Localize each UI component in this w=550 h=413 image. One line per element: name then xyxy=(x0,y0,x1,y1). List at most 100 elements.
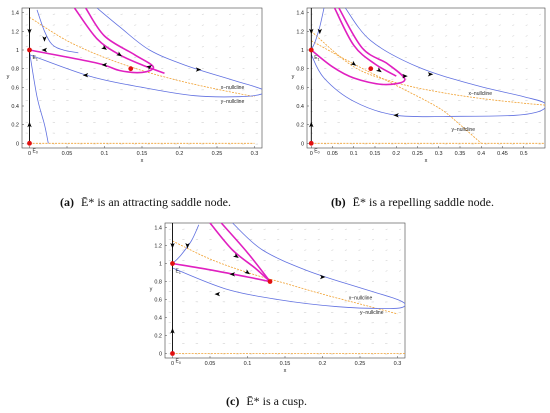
field-arrow xyxy=(525,35,528,37)
field-arrow xyxy=(290,228,293,230)
x-tick-label: 0.1 xyxy=(101,151,109,157)
field-arrow xyxy=(471,57,474,59)
field-arrow xyxy=(304,260,307,261)
x-nullcline-curve xyxy=(172,240,398,315)
x-tick-label: 0.3 xyxy=(251,151,259,157)
equilibrium-E0-marker xyxy=(170,351,175,356)
x-tick-label: 0.25 xyxy=(355,361,366,367)
field-arrow xyxy=(256,57,259,59)
field-arrow xyxy=(445,67,448,69)
field-arrow xyxy=(399,228,402,230)
field-arrow xyxy=(256,35,259,37)
x-tick-label: 0.15 xyxy=(280,361,291,367)
y-axis-label: y xyxy=(150,287,153,293)
orbit-curve xyxy=(310,8,325,51)
field-arrow xyxy=(512,78,515,80)
caption-c-text: Ē* is a cusp. xyxy=(246,394,307,408)
field-arrow xyxy=(188,13,191,15)
direction-arrow xyxy=(195,67,202,72)
panel-a: 0 0.05 0.1 0.15 0.2 0.25 0.3 0 0.2 0.4 0.6 0.8 1 1.2 1… xyxy=(7,7,263,164)
field-arrow xyxy=(358,239,361,241)
x-nullcline-curve xyxy=(311,30,545,106)
field-arrow xyxy=(242,46,245,48)
y-tick-label: 0.2 xyxy=(11,123,19,129)
field-arrow xyxy=(174,24,177,26)
field-arrow xyxy=(512,13,515,15)
field-arrow xyxy=(228,46,232,48)
x-tick-label: 0.45 xyxy=(497,151,508,157)
equilibrium-E*-marker xyxy=(128,66,134,72)
field-arrow xyxy=(485,67,488,69)
field-arrow xyxy=(331,239,334,241)
field-arrow xyxy=(201,78,204,80)
field-arrow xyxy=(445,78,448,80)
y-tick-label: 1.4 xyxy=(296,11,304,17)
field-arrow xyxy=(512,57,515,59)
field-arrow xyxy=(445,35,448,37)
field-arrow xyxy=(256,46,259,48)
direction-arrow xyxy=(214,291,220,297)
field-arrow xyxy=(228,24,232,26)
direction-arrow xyxy=(82,73,89,78)
field-arrow xyxy=(317,280,320,282)
field-arrow xyxy=(228,35,232,37)
y-tick-label: 0.4 xyxy=(296,104,304,110)
field-arrow xyxy=(445,13,448,15)
equilibrium-E0-marker xyxy=(27,140,32,146)
equilibrium-E0-label: E0 xyxy=(176,359,181,365)
x-tick-label: 0 xyxy=(28,151,31,157)
x-axis-label: x xyxy=(425,158,428,164)
field-arrow xyxy=(525,67,528,69)
field-arrow xyxy=(161,57,164,59)
field-arrow xyxy=(485,78,488,80)
x-tick-label: 0.15 xyxy=(370,151,381,157)
field-arrow xyxy=(512,46,515,48)
field-arrow xyxy=(147,13,150,15)
x-tick-label: 0.15 xyxy=(137,151,148,157)
x-tick-label: 0.25 xyxy=(212,151,223,157)
equilibrium-E0-marker xyxy=(308,140,314,146)
direction-arrow xyxy=(42,36,47,42)
field-arrow xyxy=(525,57,528,59)
field-arrow xyxy=(385,239,388,241)
field-arrow xyxy=(399,291,402,293)
field-arrow xyxy=(344,228,347,230)
direction-arrow xyxy=(350,60,357,66)
field-arrow xyxy=(290,291,293,293)
y-tick-label: 0.8 xyxy=(296,67,304,73)
nullcline-label: x−nullcline xyxy=(469,91,493,97)
field-arrow xyxy=(228,13,232,15)
direction-arrow xyxy=(170,328,175,334)
equilibrium-E0-label: E0 xyxy=(33,148,38,154)
x-tick-label: 0.5 xyxy=(520,151,528,157)
field-arrow xyxy=(399,260,402,262)
equilibrium-E0-label: E0 xyxy=(314,148,319,154)
field-arrow xyxy=(458,57,461,59)
field-arrow xyxy=(399,280,402,282)
field-arrow xyxy=(471,67,474,69)
nullcline-label: y−nullcline xyxy=(360,310,384,316)
field-arrow xyxy=(445,24,448,26)
field-arrow xyxy=(498,78,501,80)
y-tick-label: 1.2 xyxy=(154,244,162,250)
field-arrow xyxy=(431,46,434,48)
field-arrow xyxy=(485,13,488,15)
field-arrow xyxy=(371,239,375,241)
orbit-curve xyxy=(29,51,49,144)
y-tick-label: 1 xyxy=(301,48,304,54)
field-arrow xyxy=(161,13,164,15)
field-arrow xyxy=(498,57,501,59)
field-arrow xyxy=(344,260,347,262)
orbit-curve xyxy=(172,224,200,264)
field-arrow xyxy=(431,13,434,15)
field-arrow xyxy=(147,24,150,26)
separatrix-curve xyxy=(220,223,271,282)
field-arrow xyxy=(458,35,461,37)
x-tick-label: 0.35 xyxy=(455,151,466,157)
caption-a-text: Ē* is an attracting saddle node. xyxy=(81,195,231,209)
y-tick-label: 1.4 xyxy=(11,11,19,17)
field-arrow xyxy=(228,67,232,69)
panel-b: 0 0.05 0.1 0.15 0.2 0.25 0.3 0.35 0.4 0.45 0.5 0 0.2… xyxy=(292,7,546,164)
field-arrow xyxy=(331,280,334,282)
equilibrium-E1-label: E1 xyxy=(176,269,181,275)
